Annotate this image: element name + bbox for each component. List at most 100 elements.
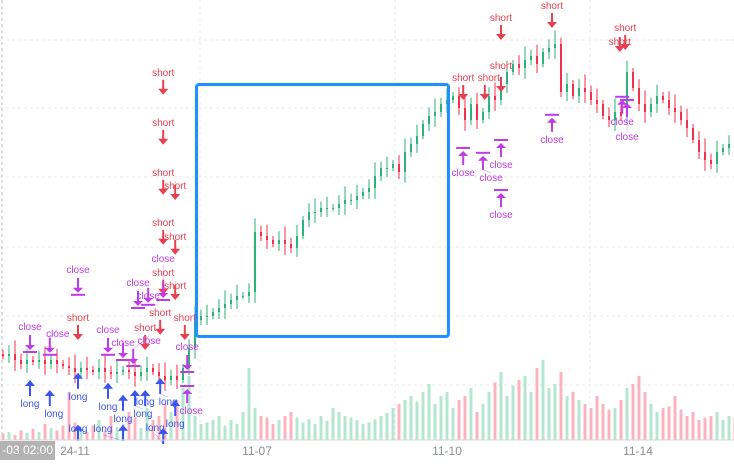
candle-body — [650, 104, 652, 112]
volume-bar — [67, 392, 71, 440]
candle-body — [236, 296, 238, 300]
arrow-up-icon — [155, 378, 166, 384]
candle-body — [176, 376, 178, 380]
marker-label: short — [609, 37, 631, 48]
marker-label: short — [134, 323, 156, 334]
candle-body — [134, 372, 136, 376]
arrow-down-icon — [479, 94, 490, 100]
trade-markers — [23, 13, 634, 444]
volume-bar — [139, 428, 143, 440]
volume-bar — [547, 388, 551, 440]
candle-body — [56, 360, 58, 364]
short-marker — [496, 25, 506, 40]
long-marker — [170, 400, 181, 416]
volume-bar — [517, 380, 521, 440]
close-bar-icon — [476, 151, 490, 154]
volume-bar — [559, 372, 563, 440]
candle-body — [68, 366, 70, 368]
marker-labels: shortshortshortshortshortshortshortshort… — [18, 1, 639, 435]
short-marker — [158, 129, 169, 145]
volume-bar — [427, 384, 431, 440]
candle-body — [698, 140, 700, 152]
candle-body — [602, 104, 604, 116]
volume-bar — [721, 420, 725, 440]
arrow-up-icon — [73, 372, 83, 379]
volume-bar — [685, 416, 689, 440]
volume-bar — [31, 428, 35, 440]
candle-body — [368, 188, 370, 192]
volume-bar — [199, 424, 203, 440]
volume-bar — [175, 400, 179, 440]
candle-body — [302, 220, 304, 236]
marker-label: long — [114, 414, 133, 425]
marker-label: short — [152, 118, 174, 129]
candle-body — [308, 212, 310, 220]
volume-bar — [421, 392, 425, 440]
close-arrow-icon — [25, 345, 35, 350]
volume-bar — [493, 382, 497, 440]
long-marker — [44, 390, 55, 406]
candle-body — [440, 104, 442, 112]
candle-body — [284, 240, 286, 244]
volume-bar — [43, 424, 47, 440]
candle-body — [278, 240, 280, 244]
candle-body — [476, 104, 478, 120]
volume-bar — [325, 420, 329, 440]
close-bar-icon — [141, 303, 156, 306]
marker-label: close — [137, 291, 161, 302]
candle-body — [506, 72, 508, 84]
candle-body — [404, 152, 406, 172]
arrow-down-icon — [496, 86, 506, 92]
volume-bar — [91, 425, 95, 440]
volume-bar — [397, 404, 401, 440]
candle-body — [728, 144, 730, 148]
marker-label: long — [136, 397, 155, 408]
long-marker — [155, 378, 166, 394]
arrow-up-icon — [118, 424, 128, 431]
marker-label: close — [126, 278, 150, 289]
marker-label: close — [111, 338, 135, 349]
candle-body — [200, 316, 202, 320]
volume-bar — [361, 424, 365, 440]
volume-bar — [655, 412, 659, 440]
close-up-marker — [494, 139, 508, 157]
volume-bar — [277, 420, 281, 440]
volume-bar — [247, 368, 251, 440]
volume-bar — [115, 427, 119, 440]
x-tick-label: 24-11 — [60, 444, 90, 458]
short-marker — [547, 13, 557, 28]
candle-body — [494, 96, 496, 100]
candle-body — [44, 360, 46, 364]
candle-body — [38, 360, 40, 362]
candle-body — [50, 360, 52, 364]
close-down-marker — [23, 335, 37, 353]
volume-bar — [49, 428, 53, 440]
volume-bar — [265, 417, 269, 440]
volume-bar — [619, 400, 623, 440]
candle-body — [668, 100, 670, 108]
close-bar-icon — [71, 293, 85, 296]
close-down-marker — [126, 349, 141, 367]
marker-label: close — [479, 173, 503, 184]
candle-body — [8, 354, 10, 356]
arrow-down-icon — [155, 328, 166, 335]
candle-body — [710, 160, 712, 164]
label-leader-line — [134, 405, 144, 410]
marker-label: long — [69, 392, 88, 403]
volume-bar — [133, 417, 137, 440]
close-arrow-icon — [143, 297, 154, 303]
label-leader-line — [154, 433, 164, 445]
volume-bar — [697, 420, 701, 440]
marker-label: close — [615, 132, 639, 143]
close-arrow-icon — [158, 293, 169, 298]
candle-body — [152, 368, 154, 372]
volume-bar — [667, 406, 671, 440]
candle-body — [434, 112, 436, 116]
volume-bar — [13, 435, 17, 440]
close-arrow-icon — [547, 117, 557, 123]
volume-bar — [37, 432, 41, 440]
arrow-down-icon — [140, 344, 151, 350]
marker-label: close — [176, 342, 200, 353]
candle-body — [86, 368, 88, 370]
